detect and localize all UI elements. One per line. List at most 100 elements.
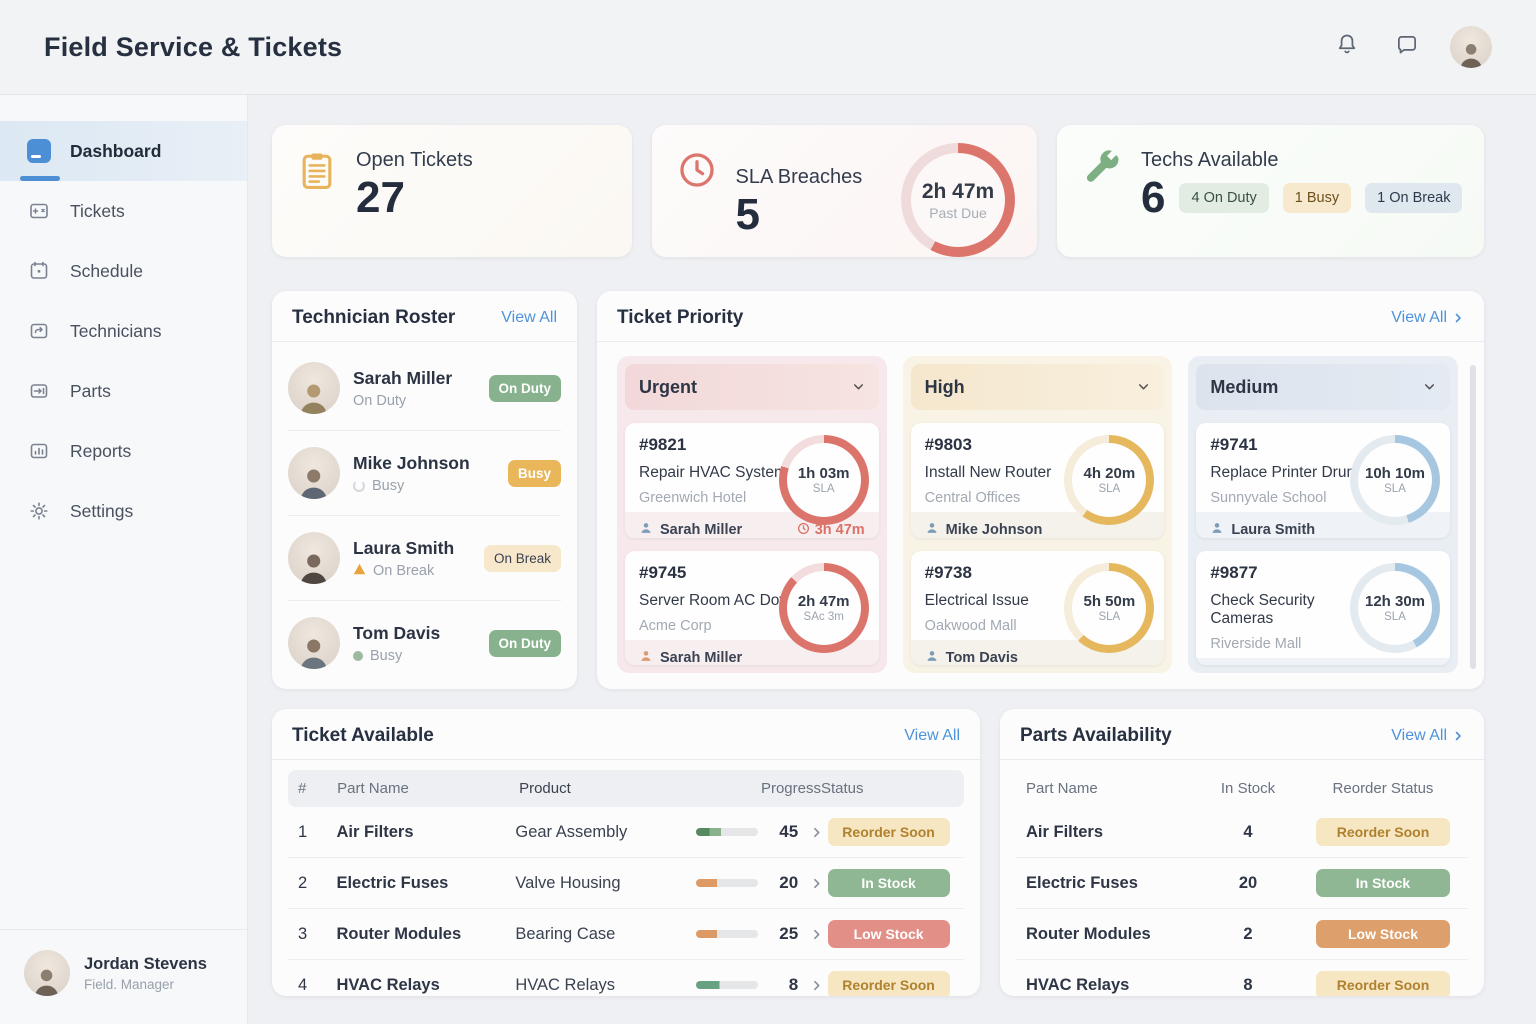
ticket-card-9745[interactable]: #9745 Server Room AC Down Acme Corp 2h 4… xyxy=(625,550,879,665)
reports-icon xyxy=(26,438,52,464)
techs-available-label: Techs Available xyxy=(1141,149,1279,171)
sidebar-item-tickets[interactable]: Tickets xyxy=(0,181,247,241)
priority-column-urgent: Urgent #9821 Repair HVAC System Greenwic… xyxy=(617,356,887,673)
row-number: 4 xyxy=(298,975,308,994)
person-icon xyxy=(1210,521,1224,538)
overdue-time: 3h 47m xyxy=(797,522,865,538)
messages-button[interactable] xyxy=(1390,30,1424,64)
part-name: Router Modules xyxy=(336,924,462,943)
table-row[interactable]: Electric Fuses 20 In Stock xyxy=(1016,858,1468,909)
technician-status: Busy xyxy=(372,477,405,494)
product-name: Valve Housing xyxy=(515,873,621,892)
ticket-id: #9741 xyxy=(1210,435,1258,454)
ticket-assignee: Sarah Miller xyxy=(639,521,742,538)
chevron-right-icon[interactable] xyxy=(810,928,823,941)
chevron-right-icon[interactable] xyxy=(810,979,823,992)
sidebar-item-settings[interactable]: Settings xyxy=(0,481,247,541)
status-badge: On Duty xyxy=(488,374,561,402)
ticket-location: Acme Corp xyxy=(639,617,712,634)
green-dot-icon xyxy=(353,650,363,661)
stock-count: 2 xyxy=(1243,924,1253,943)
sidebar-item-schedule[interactable]: Schedule xyxy=(0,241,247,301)
roster-row-mike[interactable]: Mike Johnson Busy Busy xyxy=(288,431,561,516)
row-number: 2 xyxy=(298,873,308,892)
roster-row-tom[interactable]: Tom Davis Busy On Duty xyxy=(288,601,561,685)
chevron-down-icon xyxy=(1423,377,1436,398)
medium-dropdown[interactable]: Medium xyxy=(1196,364,1451,410)
column-label: Medium xyxy=(1210,376,1279,397)
technician-status: Busy xyxy=(370,647,403,664)
part-name: Air Filters xyxy=(1026,822,1104,841)
progress-bar xyxy=(696,828,759,836)
technician-status: On Duty xyxy=(353,392,407,409)
ticket-available-view-all-link[interactable]: View All xyxy=(904,727,960,744)
techs-on-break-badge: 1 On Break xyxy=(1365,183,1463,214)
main-content: Open Tickets 27 SLA Breaches 5 xyxy=(248,95,1536,1024)
column-label: High xyxy=(924,376,965,397)
ticket-id: #9738 xyxy=(924,562,972,582)
user-avatar[interactable] xyxy=(1450,26,1492,68)
table-row[interactable]: 1 Air Filters Gear Assembly 45 Reorder S… xyxy=(288,807,964,858)
priority-scrollbar[interactable] xyxy=(1470,365,1476,669)
part-name: Electric Fuses xyxy=(1026,873,1138,892)
sidebar-item-technicians[interactable]: Technicians xyxy=(0,301,247,361)
sidebar-item-label: Schedule xyxy=(70,260,143,281)
sla-gauge-label: Past Due xyxy=(929,204,987,221)
ticket-title: Install New Router xyxy=(924,464,1052,481)
ticket-card-9738[interactable]: #9738 Electrical Issue Oakwood Mall 5h 5… xyxy=(910,550,1165,665)
sla-breaches-label: SLA Breaches xyxy=(735,166,863,189)
chevron-right-icon[interactable] xyxy=(810,826,823,839)
clipboard-icon xyxy=(294,147,340,193)
sidebar-item-parts[interactable]: Parts xyxy=(0,361,247,421)
parts-view-all-link[interactable]: View All xyxy=(1391,727,1464,745)
table-header: Part Name In Stock Reorder Status xyxy=(1026,780,1434,797)
urgent-dropdown[interactable]: Urgent xyxy=(625,364,879,410)
ticket-id: #9821 xyxy=(639,435,687,454)
progress-value: 20 xyxy=(779,873,799,892)
table-row[interactable]: 2 Electric Fuses Valve Housing 20 In Sto… xyxy=(288,858,964,909)
sidebar-item-dashboard[interactable]: Dashboard xyxy=(0,121,247,181)
priority-column-medium: Medium #9741 Replace Printer Drum Sunnyv… xyxy=(1188,356,1459,673)
stock-count: 4 xyxy=(1243,822,1253,841)
chevron-right-icon xyxy=(1452,730,1464,742)
table-row[interactable]: HVAC Relays 8 Reorder Soon xyxy=(1016,960,1468,996)
status-badge: On Duty xyxy=(488,629,561,657)
table-row[interactable]: Air Filters 4 Reorder Soon xyxy=(1016,807,1468,858)
priority-column-high: High #9803 Install New Router Central Of… xyxy=(902,356,1173,673)
chevron-right-icon[interactable] xyxy=(810,877,823,890)
ticket-card-9803[interactable]: #9803 Install New Router Central Offices… xyxy=(910,423,1165,538)
chevron-down-icon xyxy=(1137,377,1150,398)
progress-value: 45 xyxy=(779,822,799,841)
ticket-card-9741[interactable]: #9741 Replace Printer Drum Sunnyvale Sch… xyxy=(1196,423,1451,538)
sidebar-item-reports[interactable]: Reports xyxy=(0,421,247,481)
ticket-card-9821[interactable]: #9821 Repair HVAC System Greenwich Hotel… xyxy=(625,423,879,538)
sla-breaches-value: 5 xyxy=(735,190,760,240)
progress-bar xyxy=(696,981,759,989)
sidebar-user-name: Jordan Stevens xyxy=(84,954,207,973)
roster-row-laura[interactable]: Laura Smith On Break On Break xyxy=(288,516,561,601)
sla-gauge-value: 2h 47m xyxy=(921,179,995,203)
open-tickets-card: Open Tickets 27 xyxy=(272,125,632,257)
ticket-card-9877[interactable]: #9877 Check Security Cameras Riverside M… xyxy=(1196,550,1451,665)
sidebar-item-label: Technicians xyxy=(70,320,162,341)
technicians-icon xyxy=(26,318,52,344)
table-row[interactable]: 4 HVAC Relays HVAC Relays 8 Reorder Soon xyxy=(288,960,964,996)
technician-status: On Break xyxy=(373,562,435,579)
table-row[interactable]: Router Modules 2 Low Stock xyxy=(1016,909,1468,960)
ticket-title: Electrical Issue xyxy=(924,591,1029,609)
priority-view-all-link[interactable]: View All xyxy=(1391,309,1464,327)
roster-row-sarah[interactable]: Sarah Miller On Duty On Duty xyxy=(288,346,561,431)
sidebar-item-label: Dashboard xyxy=(70,140,162,161)
roster-view-all-link[interactable]: View All xyxy=(501,309,557,326)
ticket-priority-panel: Ticket Priority View All Urgent xyxy=(597,291,1484,689)
sidebar-item-label: Parts xyxy=(70,380,111,401)
sla-ring: 1h 03m SLA xyxy=(778,435,869,525)
page-title: Field Service & Tickets xyxy=(44,31,343,62)
high-dropdown[interactable]: High xyxy=(910,364,1165,410)
ticket-assignee: Laura Smith xyxy=(1210,521,1315,538)
sidebar-user[interactable]: Jordan Stevens Field. Manager xyxy=(0,929,247,1024)
table-row[interactable]: 3 Router Modules Bearing Case 25 Low Sto… xyxy=(288,909,964,960)
notifications-button[interactable] xyxy=(1330,30,1364,64)
technician-avatar xyxy=(288,532,340,584)
chevron-right-icon xyxy=(1452,312,1464,324)
